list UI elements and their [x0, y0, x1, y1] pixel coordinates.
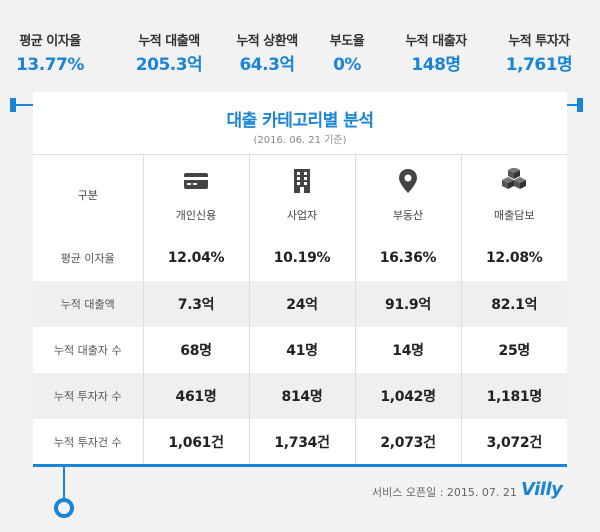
table-header-row: 구분 개인신용: [33, 155, 567, 235]
column-header-personal-credit: 개인신용: [142, 155, 249, 235]
table-cell: 1,734건: [248, 419, 355, 465]
table-corner-label: 구분: [77, 189, 98, 202]
stats-bar: 평균 이자율 13.77% 누적 대출액 205.3억 누적 상환액 64.3억…: [0, 34, 600, 78]
right-connector: [567, 98, 600, 112]
card-subtitle: (2016. 06. 21 기준): [253, 135, 347, 146]
table-cell: 461명: [142, 373, 249, 419]
stat-label: 누적 상환액: [236, 34, 298, 49]
stat-label: 누적 대출자: [405, 34, 467, 49]
brand-logo: Villy: [521, 479, 563, 500]
table-cell: 1,042명: [354, 373, 461, 419]
timeline-circle-icon: [54, 498, 74, 518]
table-cell: 41명: [248, 327, 355, 373]
stat-total-repaid: 누적 상환액 64.3억: [226, 34, 308, 76]
table-cell: 91.9억: [354, 281, 461, 327]
category-analysis-card: 대출 카테고리별 분석 (2016. 06. 21 기준) 구분 개인신용: [33, 92, 567, 466]
table-cell: 10.19%: [248, 235, 355, 281]
stat-value: 1,761명: [505, 55, 573, 75]
bottom-accent-bar: [33, 464, 567, 467]
table-cell: 24억: [248, 281, 355, 327]
stat-default-rate: 부도율 0%: [314, 34, 380, 76]
row-label: 누적 투자건 수: [53, 436, 122, 449]
stacked-boxes-icon: [502, 167, 527, 189]
service-open-date: 서비스 오픈일 : 2015. 07. 21: [372, 486, 517, 499]
column-header-sales-collateral: 매출담보: [460, 155, 567, 235]
stat-total-borrowers: 누적 대출자 148명: [392, 34, 480, 76]
table-cell: 12.08%: [460, 235, 567, 281]
stat-label: 누적 대출액: [138, 34, 200, 49]
column-label: 개인신용: [175, 208, 217, 222]
column-header-real-estate: 부동산: [354, 155, 461, 235]
table-cell: 1,181명: [460, 373, 567, 419]
stat-value: 148명: [411, 55, 461, 75]
credit-card-icon: [184, 172, 208, 189]
column-label: 매출담보: [494, 208, 535, 222]
card-title: 대출 카테고리별 분석: [226, 111, 374, 131]
stat-avg-interest: 평균 이자율 13.77%: [6, 34, 94, 76]
table-cell: 3,072건: [460, 419, 567, 465]
table-cell: 14명: [354, 327, 461, 373]
stat-value: 64.3억: [239, 55, 295, 75]
row-label: 누적 대출자 수: [53, 344, 122, 357]
table-cell: 16.36%: [354, 235, 461, 281]
stat-label: 평균 이자율: [19, 34, 81, 49]
stat-value: 205.3억: [135, 55, 203, 75]
column-label: 사업자: [286, 208, 318, 222]
row-label: 누적 투자자 수: [33, 373, 143, 419]
table-cell: 82.1억: [460, 281, 567, 327]
table-cell: 12.04%: [142, 235, 249, 281]
stat-label: 누적 투자자: [508, 34, 570, 49]
table-cell: 68명: [142, 327, 249, 373]
location-pin-icon: [399, 168, 417, 193]
left-connector: [0, 98, 33, 112]
stat-total-investors: 누적 투자자 1,761명: [494, 34, 584, 76]
timeline-line: [63, 467, 65, 499]
analysis-table: 구분 개인신용: [33, 155, 567, 465]
table-cell: 2,073건: [354, 419, 461, 465]
stat-total-loans: 누적 대출액 205.3억: [126, 34, 212, 76]
stat-label: 부도율: [329, 34, 365, 49]
row-label: 누적 대출액: [33, 281, 143, 327]
building-icon: [294, 168, 310, 193]
table-cell: 814명: [248, 373, 355, 419]
stat-value: 13.77%: [16, 55, 84, 75]
column-label: 부동산: [392, 208, 424, 222]
table-row: 누적 대출자 수 68명 41명 14명 25명: [33, 327, 567, 373]
table-row: 누적 대출액 7.3억 24억 91.9억 82.1억: [33, 281, 567, 327]
table-cell: 1,061건: [142, 419, 249, 465]
table-cell: 25명: [460, 327, 567, 373]
table-row: 누적 투자건 수 1,061건 1,734건 2,073건 3,072건: [33, 419, 567, 465]
column-header-business: 사업자: [248, 155, 355, 235]
stat-value: 0%: [333, 55, 361, 75]
table-row: 누적 투자자 수 461명 814명 1,042명 1,181명: [33, 373, 567, 419]
table-row: 평균 이자율 12.04% 10.19% 16.36% 12.08%: [33, 235, 567, 281]
table-cell: 7.3억: [142, 281, 249, 327]
row-label: 평균 이자율: [60, 252, 115, 265]
divider: [33, 154, 567, 155]
